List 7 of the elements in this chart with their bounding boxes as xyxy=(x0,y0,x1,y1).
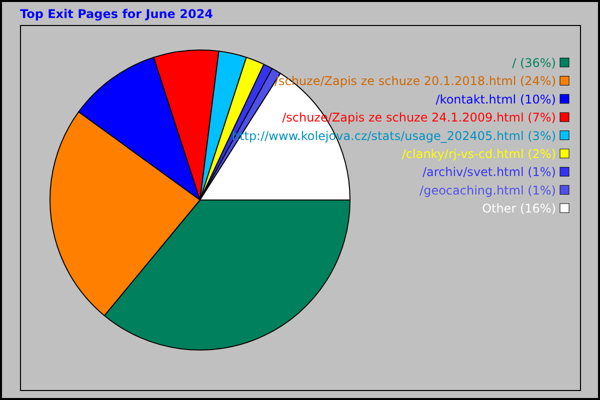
legend-label: /clanky/rj-vs-cd.html (2%) xyxy=(402,147,556,161)
chart-title: Top Exit Pages for June 2024 xyxy=(20,7,214,21)
legend-label: /kontakt.html (10%) xyxy=(436,92,556,106)
legend-label: Other (16%) xyxy=(482,202,556,216)
legend-label: / (36%) xyxy=(512,56,556,70)
legend-label: /archiv/svet.html (1%) xyxy=(422,165,556,180)
legend-label: /geocaching.html (1%) xyxy=(420,183,556,198)
